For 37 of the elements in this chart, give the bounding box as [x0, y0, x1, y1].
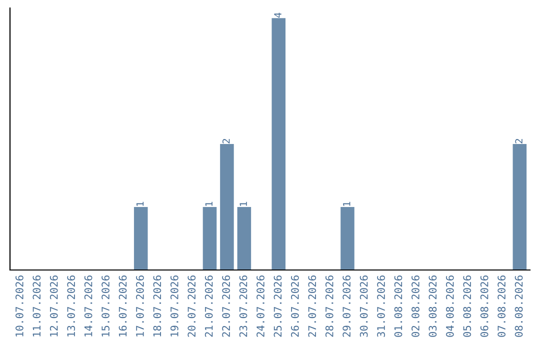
- x-tick-label: 30.07.2026: [360, 276, 368, 337]
- x-tick-label: 15.07.2026: [102, 276, 110, 336]
- x-tick-label: 18.07.2026: [153, 276, 162, 336]
- x-tick-label: 23.07.2026: [239, 276, 248, 337]
- data-label: 4: [274, 12, 282, 18]
- data-label: 1: [205, 202, 212, 206]
- x-tick-label: 24.07.2026: [256, 276, 264, 337]
- data-label: 1: [136, 202, 144, 206]
- x-tick-label: 08.08.2026: [514, 276, 523, 337]
- x-tick-label: 16.07.2026: [118, 276, 127, 336]
- x-tick-label: 14.07.2026: [84, 276, 92, 336]
- x-tick-label: 22.07.2026: [222, 276, 230, 337]
- x-tick-label: 04.08.2026: [446, 276, 454, 337]
- x-tick-label: 05.08.2026: [463, 276, 472, 337]
- x-tick-label: 12.07.2026: [50, 276, 58, 336]
- data-label: 1: [240, 202, 247, 206]
- x-tick-label: 21.07.2026: [204, 276, 213, 337]
- data-label: 2: [515, 139, 522, 144]
- x-tick-label: 10.07.2026: [16, 276, 24, 336]
- x-tick-label: 29.07.2026: [342, 276, 351, 337]
- data-label: 2: [222, 139, 230, 144]
- x-tick-label: 06.08.2026: [480, 276, 488, 337]
- x-tick-label: 01.08.2026: [394, 276, 402, 337]
- x-tick-label: 20.07.2026: [188, 276, 196, 337]
- x-tick-label: 02.08.2026: [412, 276, 420, 337]
- x-tick-label: 11.07.2026: [32, 276, 41, 336]
- x-tick-label: 28.07.2026: [325, 276, 334, 337]
- x-tick-label: 31.07.2026: [377, 276, 385, 337]
- x-tick-label: 26.07.2026: [291, 276, 299, 337]
- x-tick-label: 13.07.2026: [67, 276, 76, 336]
- x-tick-label: 27.07.2026: [308, 276, 316, 337]
- x-tick-label: 03.08.2026: [428, 276, 437, 337]
- x-tick-label: 07.08.2026: [498, 276, 506, 337]
- data-label: 1: [343, 202, 350, 206]
- x-tick-label: 25.07.2026: [274, 276, 282, 337]
- x-tick-label: 17.07.2026: [136, 276, 144, 336]
- x-tick-label: 19.07.2026: [170, 276, 178, 336]
